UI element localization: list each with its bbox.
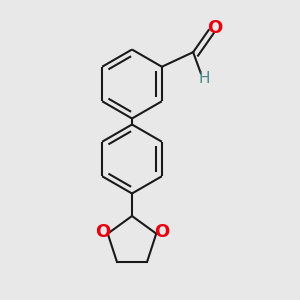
Text: O: O: [95, 224, 110, 242]
Text: O: O: [154, 224, 169, 242]
Text: H: H: [198, 71, 210, 86]
Text: O: O: [208, 19, 223, 37]
